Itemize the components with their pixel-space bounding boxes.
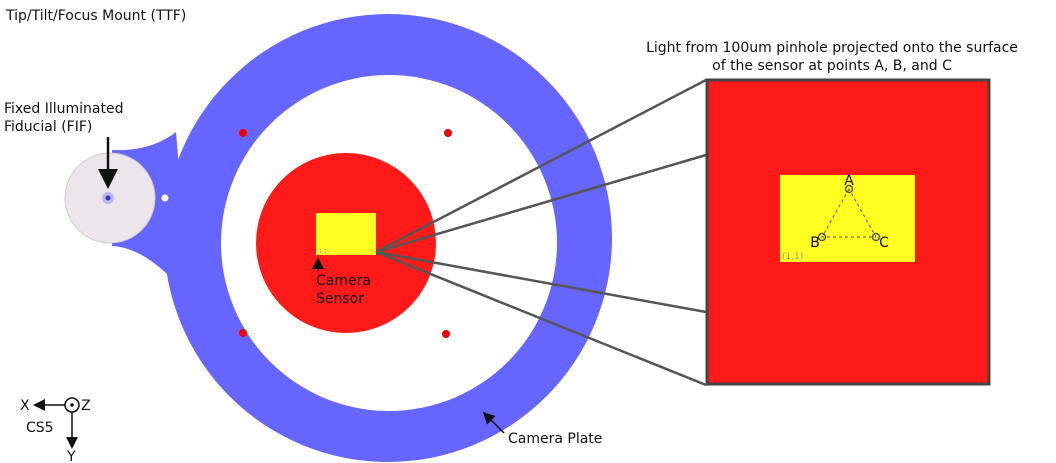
y-label: Y bbox=[66, 449, 76, 463]
point-label: A bbox=[844, 173, 854, 189]
point-b bbox=[817, 232, 827, 242]
sensor-label: Camera bbox=[316, 273, 371, 289]
point-label: C bbox=[879, 235, 889, 251]
plate-label: Camera Plate bbox=[508, 431, 602, 447]
fif-label: Fixed Illuminated bbox=[4, 101, 123, 117]
origin-label-small: (1,1) bbox=[317, 249, 329, 255]
caption: of the sensor at points A, B, and C bbox=[712, 58, 952, 74]
z-label: Z bbox=[81, 398, 91, 414]
screw bbox=[444, 129, 452, 137]
plate-arrow bbox=[482, 411, 505, 434]
screw bbox=[442, 330, 450, 338]
screw bbox=[239, 129, 247, 137]
zoom-lines bbox=[375, 78, 707, 387]
camera-sensor bbox=[316, 213, 376, 255]
screw bbox=[239, 329, 247, 337]
hole bbox=[161, 194, 169, 202]
zoom-sensor bbox=[780, 175, 915, 262]
origin-label: (1,1) bbox=[782, 252, 803, 262]
cs-label: CS5 bbox=[26, 420, 54, 436]
title: Tip/Tilt/Focus Mount (TTF) bbox=[5, 8, 186, 24]
sensor-label: Sensor bbox=[316, 291, 364, 307]
fif-point bbox=[105, 195, 111, 201]
point-a bbox=[844, 184, 854, 194]
z-dot bbox=[70, 403, 74, 407]
fif-label: Fiducial (FIF) bbox=[4, 119, 92, 135]
caption: Light from 100um pinhole projected onto … bbox=[646, 40, 1018, 56]
point-c bbox=[871, 232, 881, 242]
x-label: X bbox=[20, 398, 30, 414]
point-label: B bbox=[810, 235, 820, 251]
